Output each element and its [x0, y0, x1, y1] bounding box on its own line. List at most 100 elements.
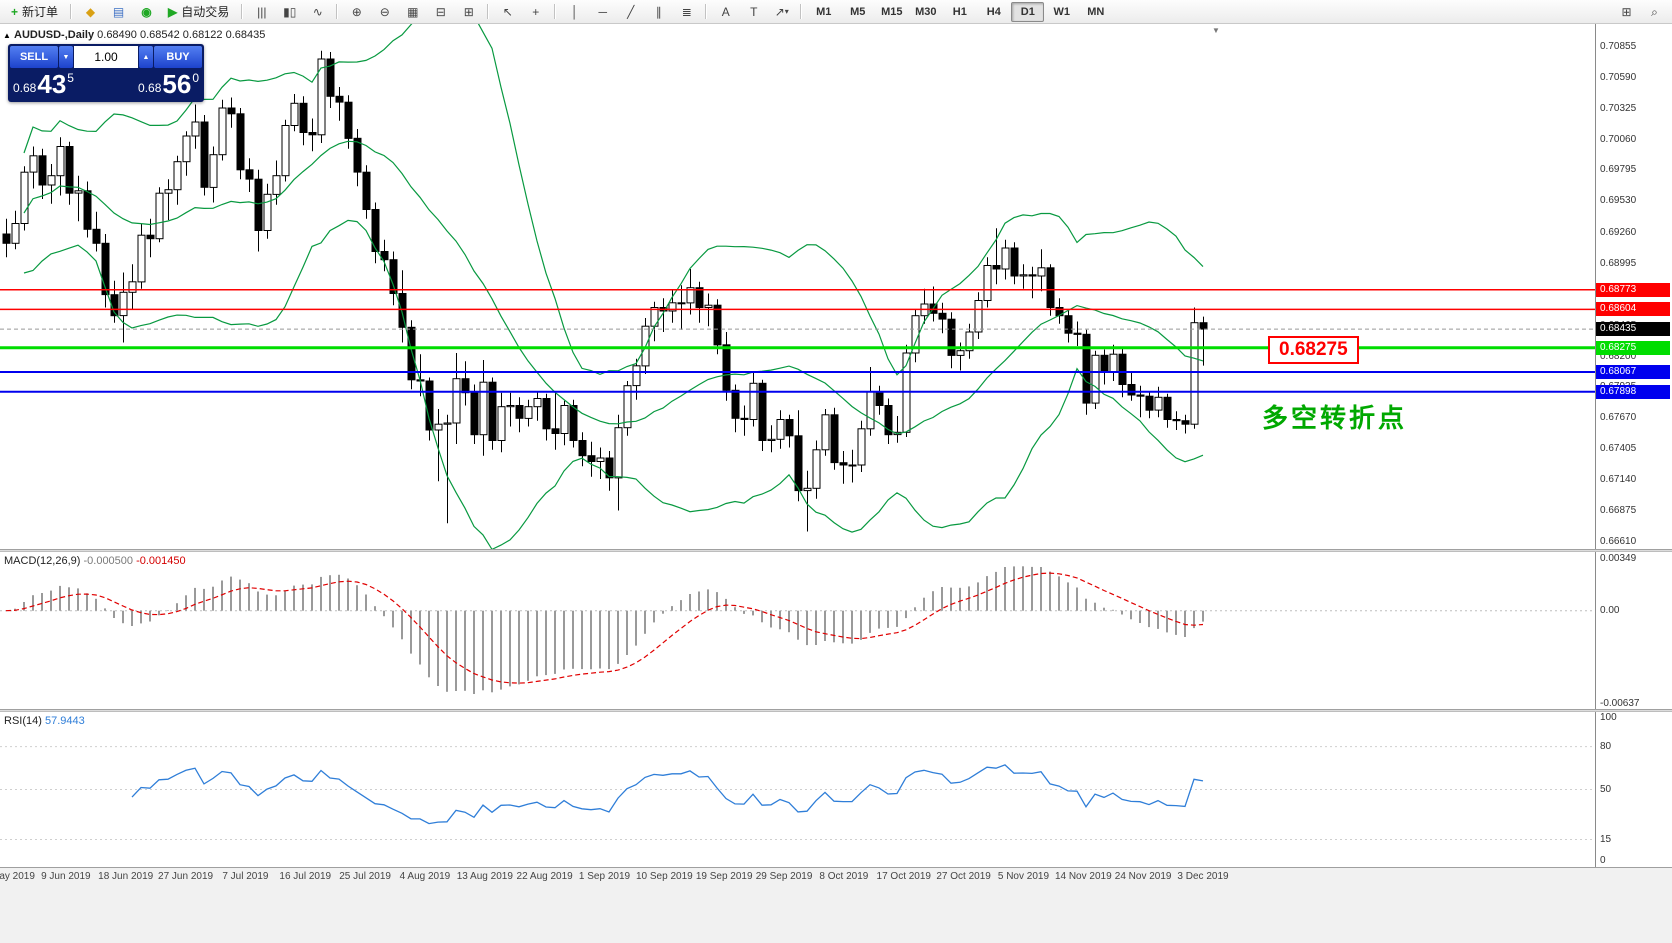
bars-icon: |||	[257, 4, 267, 19]
price-annotation-box[interactable]: 0.68275	[1268, 336, 1359, 364]
timeframe-button-m5[interactable]: M5	[850, 5, 866, 18]
text-label-tool[interactable]: T	[740, 1, 767, 23]
fibonacci-tool[interactable]: ≣	[673, 1, 700, 23]
market-watch-icon[interactable]: ◉	[133, 1, 160, 23]
profile-icon: ▤	[112, 4, 125, 19]
new-order-label: 新订单	[22, 5, 59, 19]
one-click-trading-panel: SELL ▼ 1.00 ▲ BUY 0.68 43 5 0.68 56 0	[8, 44, 204, 102]
timeframe-button-d1[interactable]: D1	[1011, 1, 1045, 22]
date-axis[interactable]	[0, 867, 1672, 943]
macd-main-value: -0.000500	[83, 555, 134, 567]
tile-horizontal-icon[interactable]: ⊟	[427, 1, 454, 23]
chart-scroll-marker: ▼	[1212, 26, 1220, 35]
turning-point-text[interactable]: 多空转折点	[1262, 403, 1408, 433]
timeframe-button-w1[interactable]: W1	[1053, 5, 1071, 18]
trendline-icon: ╱	[627, 4, 635, 19]
toolbar-separator	[336, 4, 339, 19]
line-chart-icon[interactable]: ∿	[304, 1, 331, 23]
volume-down-button[interactable]: ▼	[59, 46, 73, 68]
one-click-panel-toggle[interactable]: ▲	[3, 31, 11, 40]
text-icon: A	[721, 4, 730, 19]
toolbar-separator	[554, 4, 557, 19]
vertical-line-tool[interactable]: │	[561, 1, 588, 23]
ohlc-values: 0.68490 0.68542 0.68122 0.68435	[97, 29, 266, 41]
profiles-icon[interactable]: ▤	[105, 1, 132, 23]
crosshair-icon: +	[532, 4, 540, 19]
bollinger-band-line	[23, 140, 1204, 435]
channel-tool[interactable]: ∥	[645, 1, 672, 23]
autotrading-button[interactable]: ▶ 自动交易	[161, 1, 236, 23]
magnifier-icon: ⌕	[1651, 4, 1658, 19]
toolbar-separator	[241, 4, 244, 19]
minus-circle-icon: ⊖	[379, 4, 390, 19]
toolbar-separator	[705, 4, 708, 19]
symbol-period-label: AUDUSD-,Daily	[14, 29, 95, 41]
timeframe-button-mn[interactable]: MN	[1087, 5, 1105, 18]
candlestick-series	[2, 50, 1208, 532]
price-axis[interactable]	[1595, 24, 1672, 867]
zoom-out-icon[interactable]: ⊖	[371, 1, 398, 23]
arrow-tools-button[interactable]: ↗ ▾	[768, 1, 795, 23]
macd-histogram	[14, 566, 1204, 694]
chevron-down-icon: ▾	[784, 6, 789, 16]
sell-button[interactable]: SELL	[10, 46, 58, 68]
autotrading-label: 自动交易	[181, 5, 230, 19]
macd-indicator-label: MACD(12,26,9) -0.000500 -0.001450	[4, 555, 186, 567]
wave-icon: ∿	[312, 4, 323, 19]
diamond-icon: ◆	[85, 4, 96, 19]
toolbar-separator	[800, 4, 803, 19]
bar-chart-icon[interactable]: |||	[248, 1, 275, 23]
sell-price-pips: 43	[37, 69, 67, 99]
sell-price-prefix: 0.68	[13, 81, 37, 95]
candlestick-chart-icon[interactable]: ▮▯	[276, 1, 303, 23]
buy-price[interactable]: 0.68 56 0	[138, 69, 199, 99]
grid-glyph-icon: ▦	[407, 4, 419, 19]
volume-up-button[interactable]: ▲	[139, 46, 153, 68]
sell-price[interactable]: 0.68 43 5	[13, 69, 74, 99]
rsi-value: 57.9443	[44, 715, 85, 727]
play-icon: ▶	[168, 4, 178, 19]
volume-input[interactable]: 1.00	[74, 46, 138, 68]
bollinger-band-line	[23, 0, 1204, 376]
tile-v-icon: ⊞	[463, 4, 474, 19]
zoom-in-icon[interactable]: ⊕	[343, 1, 370, 23]
charts-menu-icon[interactable]: ◆	[77, 1, 104, 23]
tile-h-icon: ⊟	[435, 4, 446, 19]
timeframe-button-h4[interactable]: H4	[986, 5, 1001, 18]
globe-icon: ◉	[141, 4, 152, 19]
text-tool[interactable]: A	[712, 1, 739, 23]
search-icon[interactable]: ⌕	[1641, 1, 1668, 23]
chart-title: AUDUSD-,Daily 0.68490 0.68542 0.68122 0.…	[14, 29, 265, 41]
window-icon: ⊞	[1621, 4, 1632, 19]
cursor-tool-icon[interactable]: ↖	[494, 1, 521, 23]
new-order-button[interactable]: + 新订单	[4, 1, 65, 23]
timeframe-button-m1[interactable]: M1	[816, 5, 832, 18]
buy-button[interactable]: BUY	[154, 46, 202, 68]
timeframe-button-m30[interactable]: M30	[915, 5, 937, 18]
channel-icon: ∥	[655, 4, 662, 19]
buy-price-point: 0	[192, 71, 199, 85]
rsi-name: RSI(14)	[4, 715, 42, 727]
tile-vertical-icon[interactable]: ⊞	[455, 1, 482, 23]
timeframe-button-m15[interactable]: M15	[881, 5, 903, 18]
macd-signal-value: -0.001450	[136, 555, 186, 567]
macd-name: MACD(12,26,9)	[4, 555, 81, 567]
horizontal-line-tool[interactable]: ─	[589, 1, 616, 23]
pane-separator[interactable]	[0, 709, 1672, 712]
new-window-icon[interactable]: ⊞	[1613, 1, 1640, 23]
trendline-tool[interactable]: ╱	[617, 1, 644, 23]
sell-price-point: 5	[67, 71, 74, 85]
arrow-icon: ↗	[774, 4, 785, 19]
plus-circle-icon: ⊕	[351, 4, 362, 19]
label-icon: T	[750, 4, 758, 19]
pane-separator[interactable]	[0, 549, 1672, 552]
main-toolbar: + 新订单 ◆ ▤ ◉ ▶ 自动交易 ||| ▮▯ ∿ ⊕ ⊖ ▦ ⊟ ⊞ ↖ …	[0, 0, 1672, 24]
crosshair-tool-icon[interactable]: +	[522, 1, 549, 23]
new-order-icon: +	[11, 4, 19, 19]
grid-icon[interactable]: ▦	[399, 1, 426, 23]
timeframe-button-h1[interactable]: H1	[952, 5, 967, 18]
macd-signal-line	[5, 572, 1204, 684]
toolbar-separator	[70, 4, 73, 19]
